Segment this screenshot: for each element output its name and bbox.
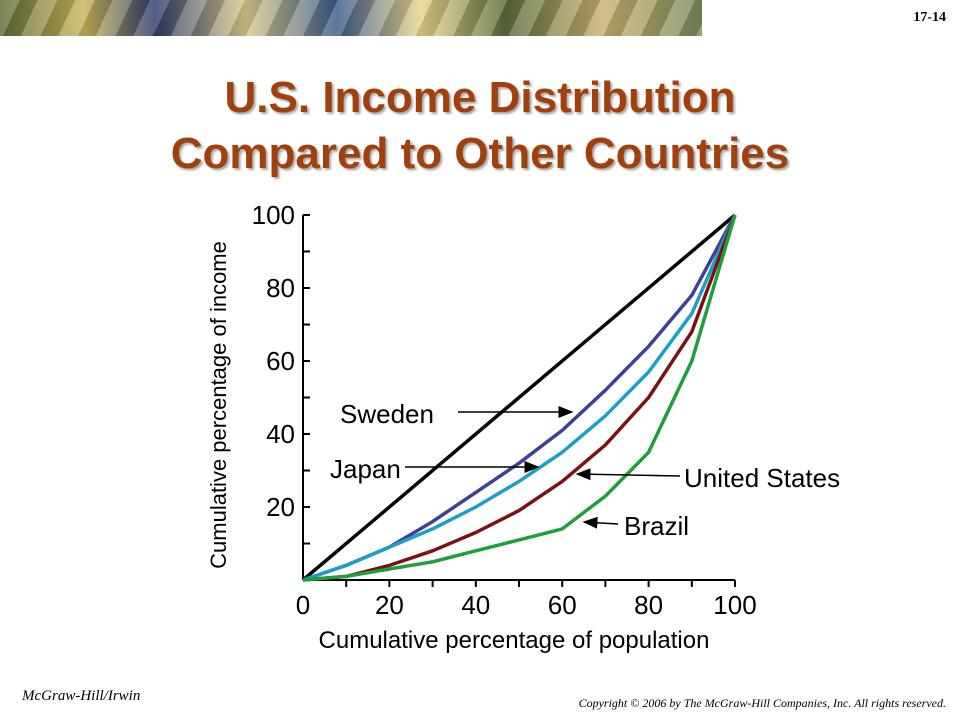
y-tick-label: 40 (266, 419, 295, 449)
x-axis-label: Cumulative percentage of population (319, 627, 710, 654)
x-tick-label: 80 (634, 590, 663, 620)
series-line-japan (302, 214, 737, 582)
y-axis-label: Cumulative percentage of income (206, 241, 231, 569)
slide-number: 17-14 (913, 10, 946, 25)
y-tick-label: 60 (266, 346, 295, 376)
decorative-photo-banner (0, 0, 702, 36)
x-tick-label: 100 (713, 590, 756, 620)
x-tick-label: 40 (461, 590, 490, 620)
title-line-1: U.S. Income Distribution (224, 73, 736, 122)
x-tick-label: 20 (375, 590, 404, 620)
arrow-icon (575, 468, 681, 481)
x-tick-label: 0 (296, 590, 310, 620)
copyright-notice: Copyright © 2006 by The McGraw-Hill Comp… (578, 696, 946, 710)
series-label-japan: Japan (330, 454, 401, 484)
series-label-brazil: Brazil (624, 511, 689, 541)
title-line-2: Compared to Other Countries (170, 129, 790, 178)
y-tick-label: 100 (252, 200, 295, 230)
y-tick-label: 80 (266, 273, 295, 303)
series-label-sweden: Sweden (340, 399, 434, 429)
slide-title: U.S. Income Distribution Compared to Oth… (0, 70, 960, 182)
series-label-united-states: United States (684, 463, 840, 493)
arrow-icon (582, 516, 619, 529)
series-line-brazil (302, 214, 737, 582)
x-tick-label: 60 (548, 590, 577, 620)
equality-line (301, 213, 737, 582)
y-tick-label: 20 (266, 492, 295, 522)
series-line-united-states (302, 214, 737, 582)
publisher-name: McGraw-Hill/Irwin (22, 688, 141, 704)
